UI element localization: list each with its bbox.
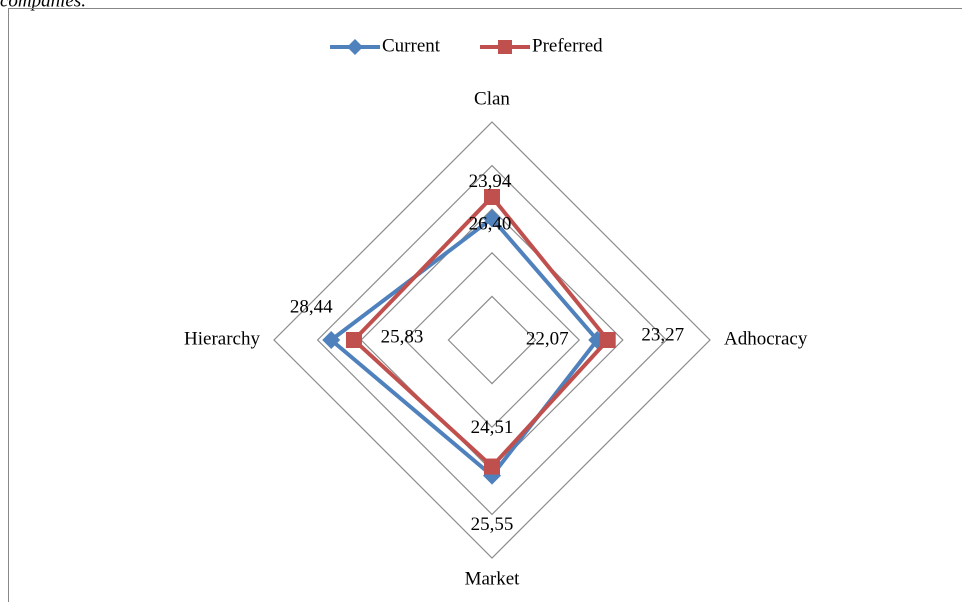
- chart-frame: [8, 8, 962, 602]
- category-label: Hierarchy: [184, 328, 260, 349]
- legend-label: Current: [382, 35, 441, 56]
- grid-ring: [273, 121, 711, 559]
- legend-label: Preferred: [532, 35, 603, 56]
- data-label: 25,55: [471, 514, 514, 535]
- data-label: 22,07: [526, 328, 569, 349]
- legend-marker: [498, 40, 512, 54]
- data-label: 23,27: [641, 324, 684, 345]
- data-marker: [484, 188, 500, 205]
- data-marker: [483, 209, 501, 228]
- data-marker: [345, 332, 362, 348]
- legend-marker: [347, 39, 363, 55]
- data-marker: [484, 458, 500, 475]
- category-label: Adhocracy: [724, 328, 808, 349]
- data-label: 23,94: [469, 171, 512, 192]
- grid-ring: [316, 164, 668, 516]
- data-label: 26,40: [469, 213, 512, 234]
- data-label: 24,51: [471, 417, 514, 438]
- category-label: Market: [465, 568, 521, 589]
- data-marker: [322, 331, 341, 349]
- data-label: 28,44: [290, 296, 333, 317]
- caption: companies.: [0, 0, 86, 11]
- grid-ring: [403, 251, 581, 429]
- category-label: Clan: [474, 88, 510, 109]
- data-marker: [599, 332, 616, 348]
- data-label: 25,83: [381, 326, 424, 347]
- grid-ring: [447, 295, 537, 385]
